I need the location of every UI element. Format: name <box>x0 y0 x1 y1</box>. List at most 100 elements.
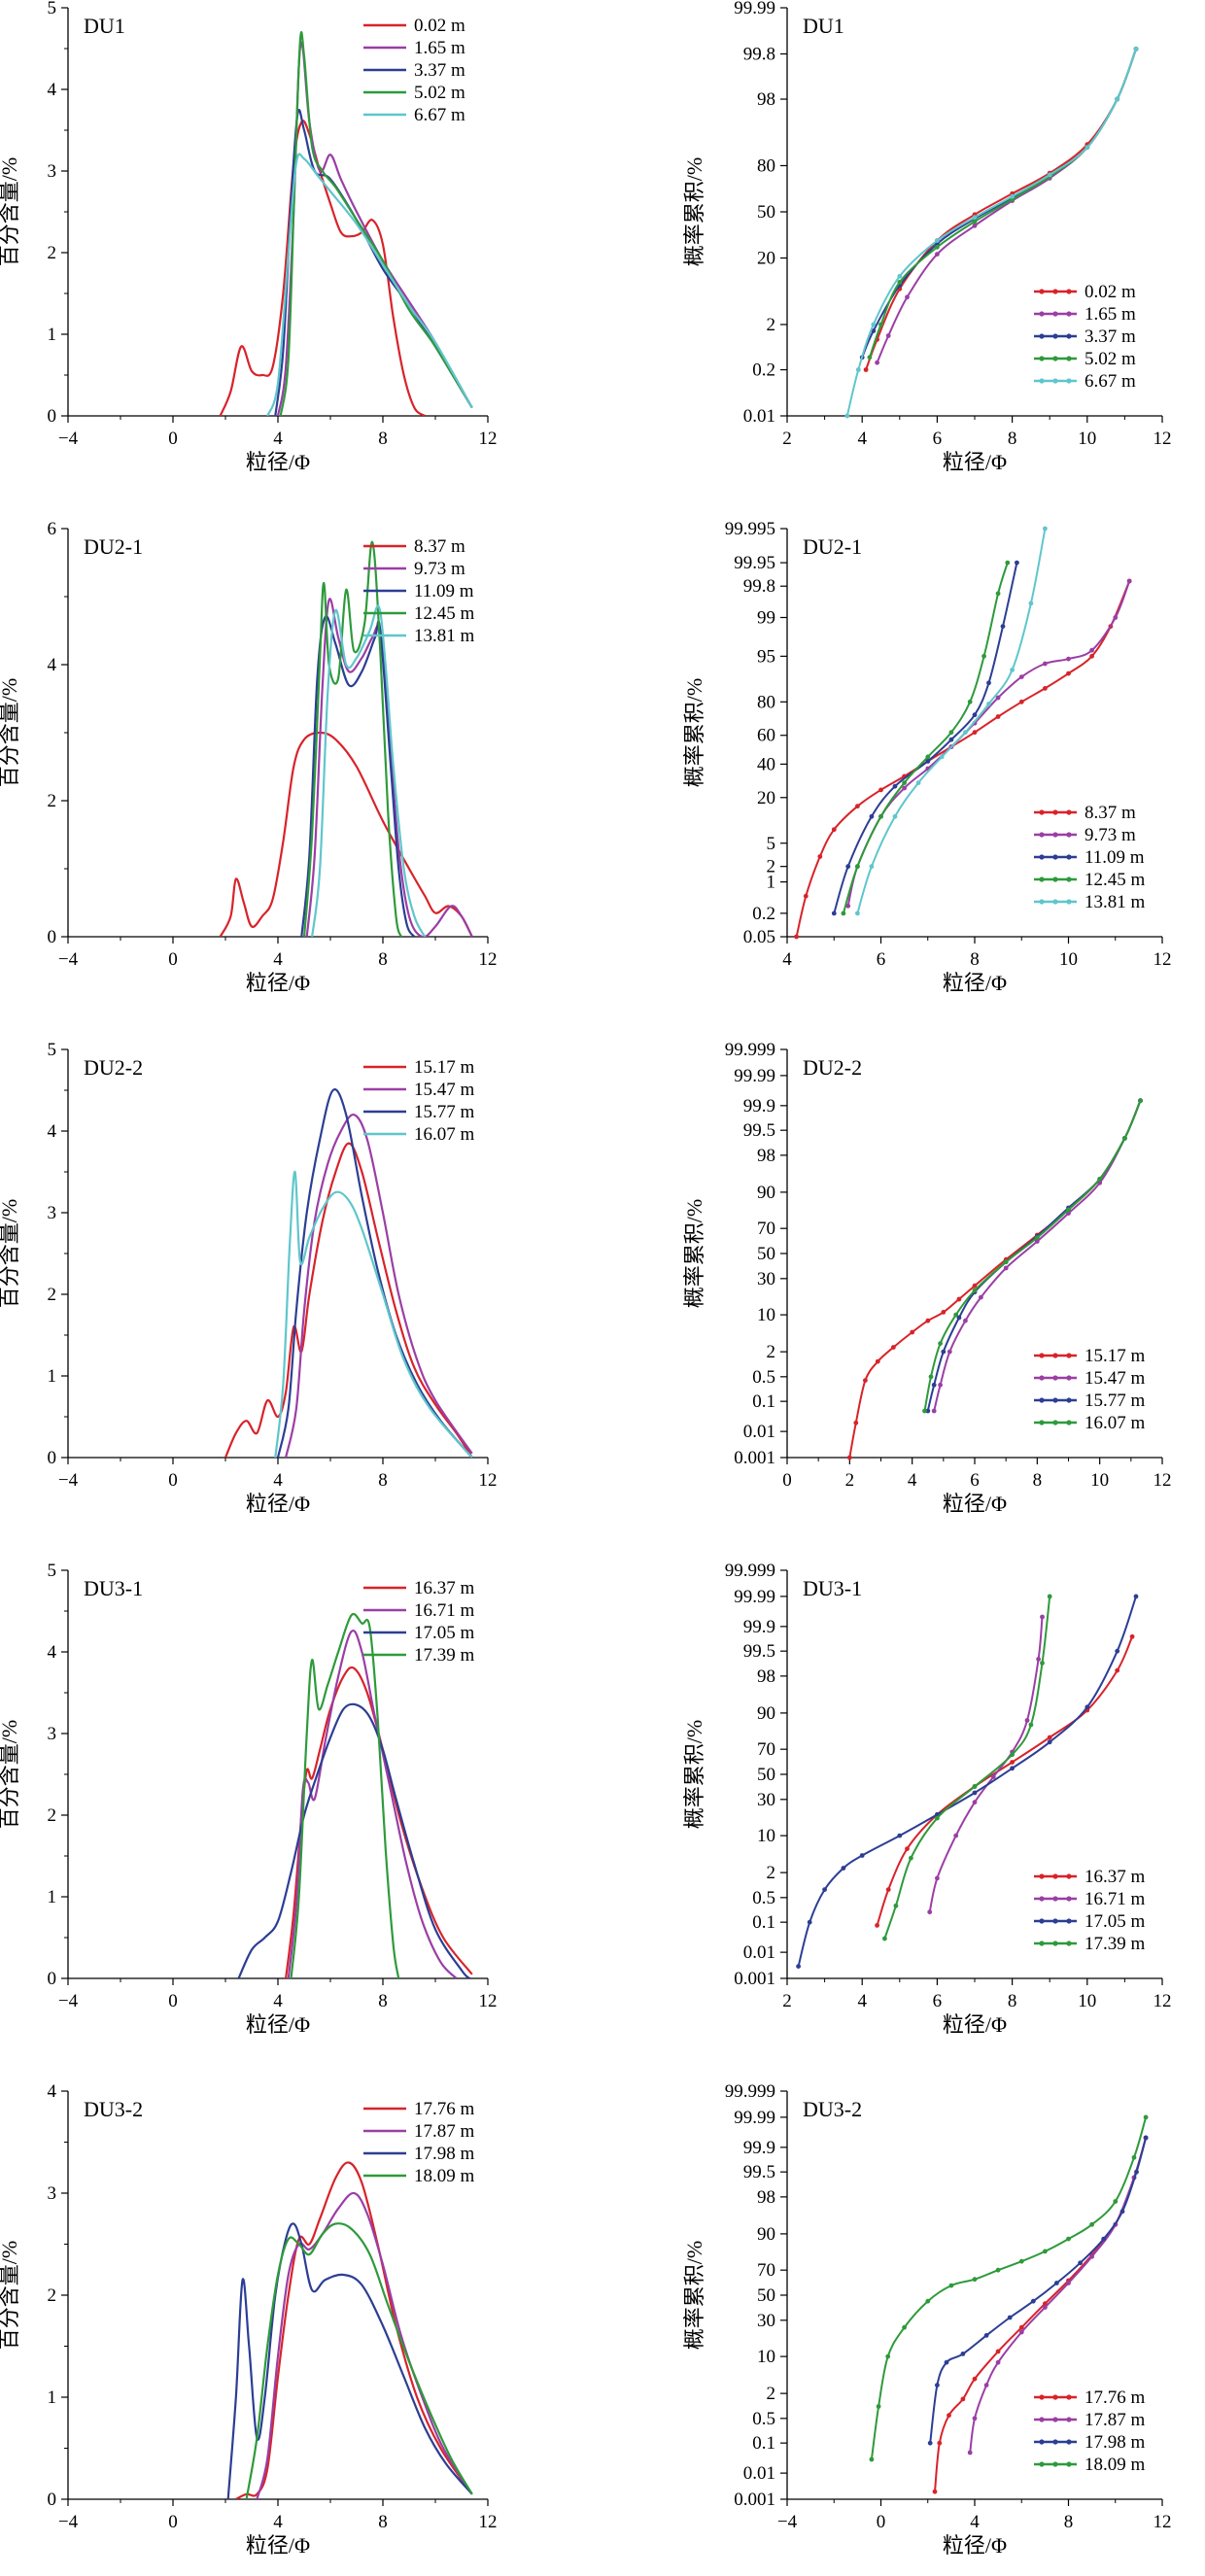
data-point <box>948 2283 954 2288</box>
data-point <box>878 787 883 793</box>
x-tick-label: 4 <box>857 429 867 449</box>
series-line <box>795 580 1131 937</box>
series-line <box>237 1702 470 1978</box>
data-point <box>972 2416 978 2421</box>
panel-du3-1-cumulative: 2 4 6 8 10 12 0.001 0.01 0.1 0.5 2 10 30 50 70 90 98 99.5… <box>682 1561 1172 2037</box>
data-point <box>1043 2305 1048 2310</box>
data-point <box>1043 2249 1048 2254</box>
data-point <box>922 1408 927 1414</box>
panel-title: DU2-1 <box>803 534 862 559</box>
series-line <box>235 2161 473 2499</box>
data-point <box>1129 1633 1135 1639</box>
data-point <box>1115 1648 1120 1654</box>
y-tick-label: 2 <box>767 1342 776 1362</box>
y-tick-label: 60 <box>757 726 775 746</box>
y-tick-label: 99.95 <box>734 553 775 573</box>
y-tick-label: 99.8 <box>743 44 775 64</box>
x-tick-label: 8 <box>1008 1991 1017 2011</box>
x-tick-label: 4 <box>273 949 283 970</box>
data-point <box>807 1919 812 1925</box>
legend-marker <box>1039 1397 1045 1403</box>
series-line <box>266 153 473 416</box>
y-tick-label: 30 <box>757 2311 775 2331</box>
data-point <box>1113 2199 1119 2204</box>
y-tick-label: 0 <box>48 406 57 427</box>
y-tick-label: 4 <box>48 1642 57 1663</box>
series-line <box>300 614 416 937</box>
series-line <box>833 562 1018 914</box>
data-point <box>972 1800 978 1805</box>
y-axis-label: 百分含量/% <box>0 678 21 787</box>
legend-marker <box>1066 1873 1072 1879</box>
legend-label: 15.47 m <box>414 1080 475 1100</box>
series-line <box>928 1616 1044 1912</box>
data-point <box>1047 172 1052 178</box>
legend-label: 17.98 m <box>414 2144 475 2164</box>
x-tick-label: 0 <box>877 2512 886 2532</box>
data-point <box>910 1329 915 1335</box>
data-point <box>960 2352 966 2356</box>
x-tick-label: 4 <box>273 429 283 449</box>
y-axis-label: 概率累积/% <box>682 1199 706 1308</box>
series-line <box>883 1596 1051 1940</box>
legend-marker <box>1052 1420 1058 1425</box>
legend-marker <box>1066 1896 1072 1902</box>
x-tick-label: 4 <box>908 1470 917 1491</box>
data-point <box>1024 1718 1030 1723</box>
y-tick-label: 3 <box>48 2183 57 2204</box>
x-tick-label: −4 <box>58 949 79 970</box>
data-point <box>1119 2209 1125 2215</box>
data-point <box>1018 2329 1024 2335</box>
legend-label: 8.37 m <box>1084 803 1136 823</box>
data-point <box>817 854 823 859</box>
y-tick-label: 70 <box>757 2260 775 2281</box>
y-tick-label: 2 <box>48 791 57 811</box>
data-point <box>902 785 907 791</box>
data-point <box>875 360 879 365</box>
legend-marker <box>1066 876 1072 882</box>
y-tick-label: 99.5 <box>743 1641 775 1662</box>
legend-label: 17.87 m <box>414 2121 475 2142</box>
y-tick-label: 0 <box>48 1448 57 1468</box>
data-point <box>1133 47 1139 52</box>
series-line <box>274 1170 473 1458</box>
data-point <box>876 2404 881 2409</box>
data-point <box>1131 2154 1137 2160</box>
y-tick-label: 0 <box>48 2490 57 2510</box>
y-tick-label: 90 <box>757 2224 775 2245</box>
legend-marker <box>1052 378 1058 384</box>
data-point <box>1066 1207 1071 1213</box>
data-point <box>972 2277 978 2283</box>
data-point <box>859 1853 865 1858</box>
data-point <box>972 215 978 221</box>
data-point <box>1066 2236 1071 2242</box>
x-tick-label: −4 <box>777 2512 798 2532</box>
data-point <box>972 219 978 224</box>
y-tick-label: 50 <box>757 1765 775 1785</box>
x-tick-label: 0 <box>168 2512 178 2532</box>
y-tick-label: 99.995 <box>725 519 775 539</box>
x-tick-label: 12 <box>479 1470 498 1491</box>
y-tick-label: 10 <box>757 2347 775 2367</box>
y-tick-label: 20 <box>757 788 775 808</box>
data-point <box>972 2376 978 2382</box>
data-point <box>855 804 860 809</box>
x-tick-label: 8 <box>1008 429 1017 449</box>
data-point <box>1115 96 1120 102</box>
data-point <box>1047 1594 1052 1599</box>
x-tick-label: 10 <box>1059 949 1078 970</box>
y-tick-label: 99.999 <box>725 1040 775 1060</box>
data-point <box>1010 1766 1015 1771</box>
legend-marker <box>1066 1420 1072 1425</box>
legend-label: 8.37 m <box>414 536 465 557</box>
data-point <box>796 1964 801 1969</box>
data-point <box>927 1909 933 1915</box>
y-tick-label: 2 <box>48 1285 57 1305</box>
y-tick-label: 0.001 <box>734 2490 775 2510</box>
data-point <box>995 2359 1001 2365</box>
data-point <box>885 2353 891 2359</box>
legend-marker <box>1066 854 1072 860</box>
y-tick-label: 1 <box>48 1887 57 1907</box>
series-line <box>285 1666 473 1978</box>
